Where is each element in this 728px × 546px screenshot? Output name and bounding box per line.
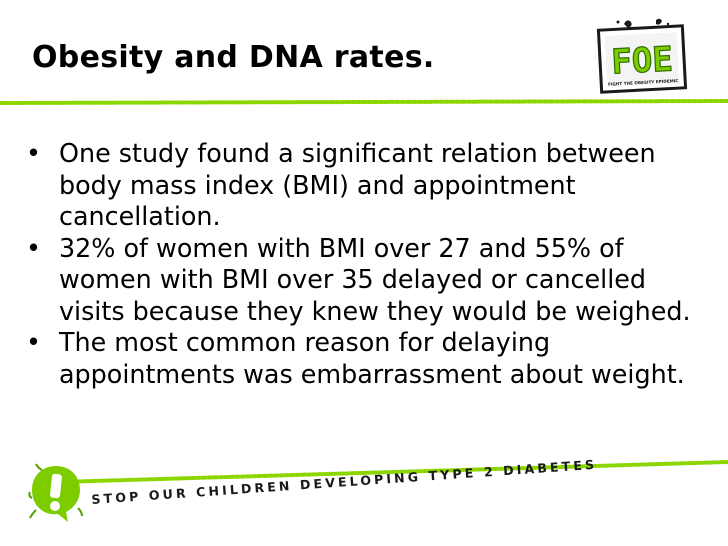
bullet-text: 32% of women with BMI over 27 and 55% of… — [59, 232, 691, 326]
exclamation-splat-icon — [28, 463, 83, 522]
bullet-text: The most common reason for delaying appo… — [59, 327, 685, 389]
slide-title: Obesity and DNA rates. — [32, 40, 435, 75]
bullet-item: • One study found a significant relation… — [26, 138, 706, 233]
bullet-glyph: • — [26, 232, 41, 263]
bullet-glyph: • — [26, 327, 41, 357]
bullet-list: • One study found a significant relation… — [26, 138, 706, 390]
bullet-text: One study found a significant relation b… — [59, 138, 656, 231]
logo-tagline: FIGHT THE OBESITY EPIDEMIC — [608, 78, 679, 87]
top-divider — [0, 99, 728, 105]
foe-logo-icon: FOE FIGHT THE OBESITY EPIDEMIC — [596, 18, 688, 94]
bullet-item: • 32% of women with BMI over 27 and 55% … — [26, 233, 706, 328]
logo-text: FOE — [610, 39, 673, 82]
bullet-glyph: • — [26, 138, 41, 168]
bottom-divider — [58, 460, 728, 484]
bullet-item: • The most common reason for delaying ap… — [26, 327, 706, 390]
